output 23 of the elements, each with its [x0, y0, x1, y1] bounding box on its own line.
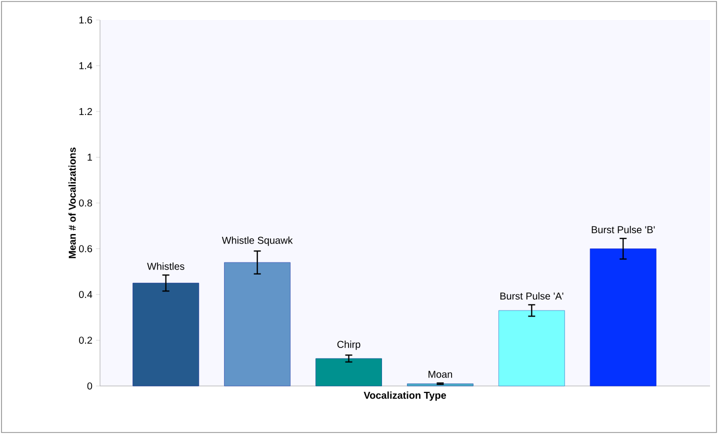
- bar: [224, 262, 291, 386]
- x-tick-label: Burst Pulse 'B': [592, 226, 655, 234]
- x-axis-title: Vocalization Type: [364, 392, 446, 401]
- y-axis-title: Mean # of Vocalizations: [68, 148, 76, 258]
- x-tick-label: Whistle Squawk: [222, 236, 293, 246]
- x-tick-label: Moan: [428, 370, 452, 378]
- bar: [316, 358, 382, 386]
- y-tick-label: 0.2: [79, 336, 92, 344]
- x-tick-label: Whistles: [147, 262, 184, 270]
- x-tick-label: Burst Pulse 'A': [500, 292, 564, 300]
- y-tick-label: 1.4: [79, 62, 92, 70]
- y-tick-label: 1: [88, 154, 92, 161]
- bar: [590, 248, 656, 386]
- bar: [407, 384, 474, 386]
- x-tick-label: Chirp: [337, 340, 360, 350]
- y-tick-label: 0.8: [79, 199, 92, 207]
- y-tick-label: 0.6: [79, 245, 92, 252]
- y-tick-label: 1.2: [79, 108, 92, 115]
- y-tick-label: 1.6: [79, 16, 92, 24]
- bar: [498, 310, 565, 386]
- y-tick-label: 0.4: [79, 290, 92, 298]
- y-tick-label: 0: [87, 382, 92, 390]
- bar: [132, 282, 200, 386]
